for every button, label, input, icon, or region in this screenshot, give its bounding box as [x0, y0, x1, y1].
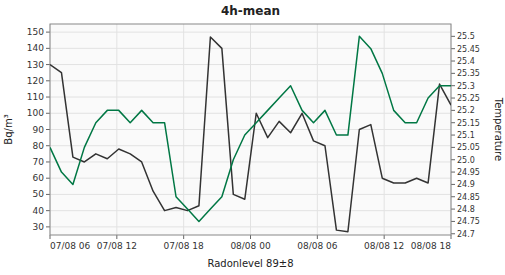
y2-tick-label: 25.2	[457, 106, 475, 115]
title: 4h-mean	[221, 4, 280, 18]
y2-tick	[451, 61, 455, 62]
y2-tick	[451, 209, 455, 210]
y-tick-label: 90	[33, 125, 45, 135]
plot-area	[50, 24, 451, 235]
radon-line	[50, 37, 451, 232]
y-tick-label: 60	[33, 173, 45, 183]
y2-tick	[451, 233, 455, 234]
y2-tick-label: 25.25	[457, 94, 480, 103]
y-tick	[46, 161, 50, 162]
y-tick	[46, 32, 50, 33]
y2-tick	[451, 110, 455, 111]
y2-tick	[451, 172, 455, 173]
page: {"chart_data": {"type": "line", "title":…	[0, 0, 505, 275]
plot-frame	[50, 24, 451, 235]
series-group	[50, 36, 451, 231]
y2-tick	[451, 122, 455, 123]
x-axis-label: Radonlevel 89±8	[207, 258, 293, 269]
y-tick-label: 100	[27, 108, 44, 118]
y2-tick	[451, 98, 455, 99]
x-tick-label: 07/08 18	[164, 241, 205, 251]
y2-tick-label: 24.7	[457, 230, 475, 239]
x-tick-label: 08/08 00	[230, 241, 271, 251]
y-tick	[46, 178, 50, 179]
y2-tick	[451, 135, 455, 136]
y2-tick-label: 24.8	[457, 205, 475, 214]
y2-tick	[451, 196, 455, 197]
x-tick	[183, 235, 184, 239]
y-tick-label: 110	[27, 92, 44, 102]
y-tick	[46, 145, 50, 146]
y2-tick-label: 25.5	[457, 32, 475, 41]
y-tick	[46, 97, 50, 98]
y-tick-label: 150	[27, 27, 44, 37]
y2-tick-label: 24.9	[457, 180, 475, 189]
y-tick	[46, 80, 50, 81]
x-tick-label: 08/08 18	[411, 241, 452, 251]
x-grid-line	[384, 24, 385, 235]
y-tick-label: 80	[33, 141, 45, 151]
y2-tick-label: 25.4	[457, 57, 475, 66]
y-tick-label: 30	[33, 222, 45, 232]
y-tick	[46, 129, 50, 130]
y-tick-label: 70	[33, 157, 45, 167]
y2-axis-label: Temperature	[493, 97, 504, 161]
x-grid-line	[183, 24, 184, 235]
y2-tick	[451, 73, 455, 74]
y2-tick-label: 25.45	[457, 45, 480, 54]
y-tick	[46, 194, 50, 195]
x-grid-line	[317, 24, 318, 235]
y2-tick	[451, 48, 455, 49]
x-tick-label: 08/08 06	[297, 241, 338, 251]
y2-tick-label: 24.95	[457, 168, 480, 177]
x-tick	[317, 235, 318, 239]
y2-tick-label: 25.15	[457, 119, 480, 128]
y-tick	[46, 48, 50, 49]
x-tick-label: 08/08 12	[364, 241, 404, 251]
y-tick	[46, 226, 50, 227]
y2-tick	[451, 184, 455, 185]
y2-tick-label: 25.1	[457, 131, 475, 140]
y2-tick	[451, 36, 455, 37]
y-tick-label: 140	[27, 43, 44, 53]
chart: 30 40 50 60 70 80 90 100 110 120 130 140 150 24.7 24.7…	[0, 0, 505, 275]
x-tick-label: 07/08 12	[97, 241, 137, 251]
y-axis-label: Bq/m³	[3, 114, 14, 144]
y2-tick-label: 25.35	[457, 69, 480, 78]
x-tick	[451, 235, 452, 239]
y-tick	[46, 210, 50, 211]
y-tick-label: 120	[27, 76, 44, 86]
y2-tick	[451, 85, 455, 86]
y-tick	[46, 113, 50, 114]
y-tick-label: 40	[33, 206, 45, 216]
y2-tick-label: 25.3	[457, 82, 475, 91]
x-tick	[384, 235, 385, 239]
y-tick-label: 130	[27, 60, 44, 70]
x-tick	[250, 235, 251, 239]
x-tick-label: 07/08 06	[50, 241, 91, 251]
y2-tick	[451, 159, 455, 160]
axes: 30 40 50 60 70 80 90 100 110 120 130 140 150 24.7 24.7…	[27, 27, 480, 251]
x-grid-line	[116, 24, 117, 235]
y2-tick	[451, 147, 455, 148]
y2-tick-label: 24.75	[457, 217, 480, 226]
y2-tick	[451, 221, 455, 222]
y-tick	[46, 64, 50, 65]
y2-tick-label: 25.0	[457, 156, 475, 165]
y2-tick-label: 25.05	[457, 143, 480, 152]
x-tick	[50, 235, 51, 239]
temperature-line	[50, 36, 451, 221]
grid	[50, 24, 451, 235]
x-tick	[116, 235, 117, 239]
y-tick-label: 50	[33, 189, 45, 199]
y2-tick-label: 24.85	[457, 193, 480, 202]
